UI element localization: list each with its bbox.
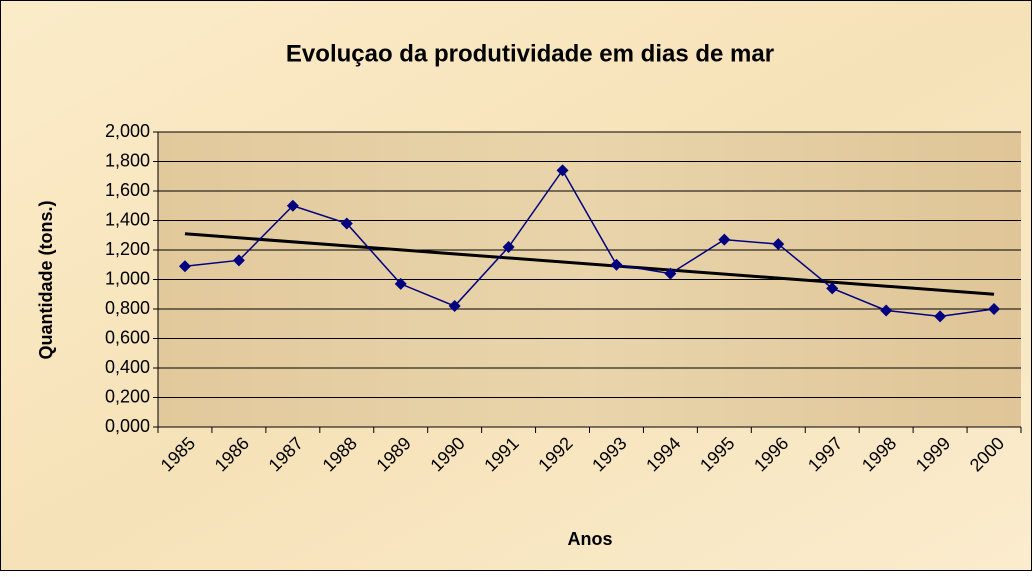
y-axis-label: Quantidade (tons.) bbox=[36, 201, 56, 360]
y-tick-label: 0,600 bbox=[105, 327, 150, 347]
y-tick-label: 0,400 bbox=[105, 357, 150, 377]
chart: Evoluçao da produtividade em dias de mar… bbox=[0, 0, 1033, 572]
y-tick-label: 1,600 bbox=[105, 180, 150, 200]
y-tick-label: 0,800 bbox=[105, 298, 150, 318]
x-axis-label: Anos bbox=[568, 529, 613, 549]
y-tick-label: 1,400 bbox=[105, 209, 150, 229]
y-tick-label: 2,000 bbox=[105, 121, 150, 141]
y-tick-label: 1,200 bbox=[105, 239, 150, 259]
y-tick-label: 1,000 bbox=[105, 268, 150, 288]
y-tick-label: 0,000 bbox=[105, 416, 150, 436]
y-tick-label: 0,200 bbox=[105, 386, 150, 406]
y-tick-label: 1,800 bbox=[105, 150, 150, 170]
chart-title: Evoluçao da produtividade em dias de mar bbox=[286, 40, 774, 67]
